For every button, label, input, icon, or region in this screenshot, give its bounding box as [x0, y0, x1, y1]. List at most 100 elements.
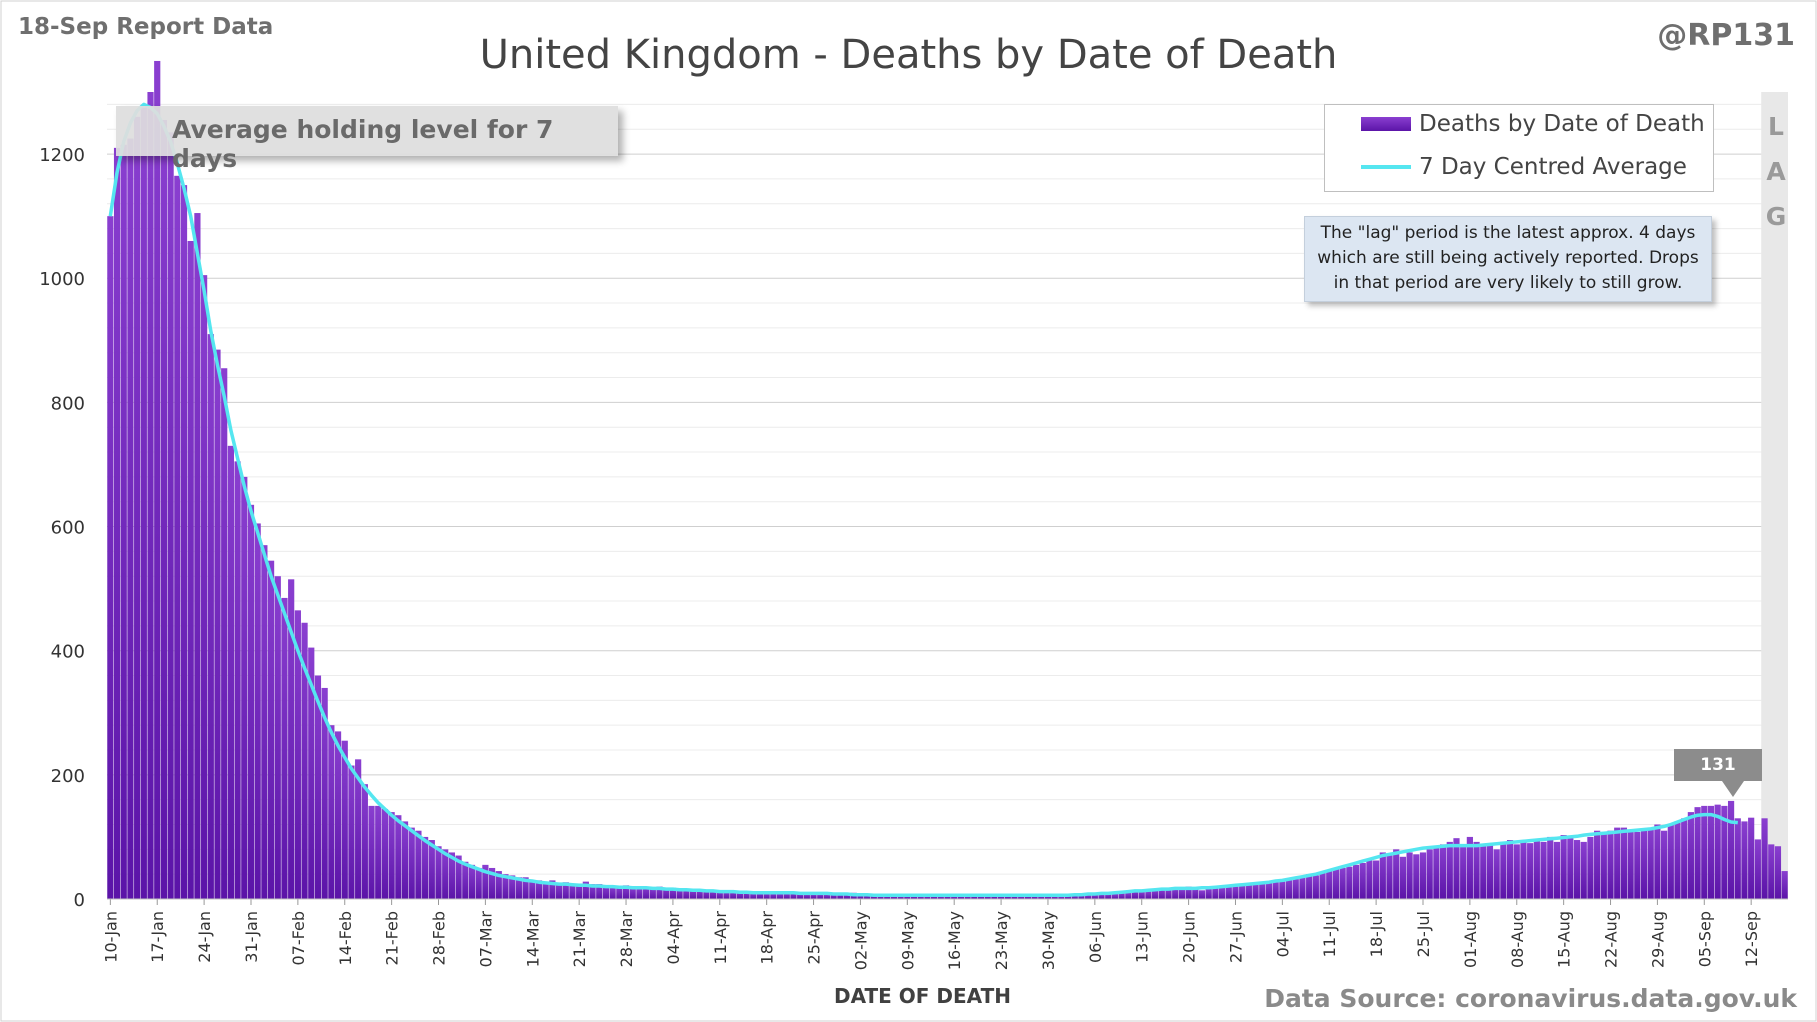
- bar: [274, 576, 281, 899]
- bar: [1527, 843, 1534, 899]
- bar: [1105, 893, 1112, 899]
- bar: [924, 895, 931, 899]
- bar: [1607, 830, 1614, 899]
- bar: [1145, 891, 1152, 899]
- bar: [1600, 833, 1607, 899]
- bar: [1024, 895, 1031, 899]
- x-tick-label: 02-May: [851, 911, 870, 970]
- x-tick-label: 12-Sep: [1742, 911, 1761, 967]
- bar: [1774, 846, 1782, 899]
- average-line: [108, 102, 1738, 898]
- lag-note-line: which are still being actively reported.…: [1317, 248, 1699, 268]
- bar: [154, 60, 161, 899]
- bar: [616, 886, 623, 899]
- bar: [455, 855, 462, 899]
- bar: [301, 622, 308, 899]
- data-source: Data Source: coronavirus.data.gov.uk: [1264, 984, 1797, 1013]
- x-tick-label: 20-Jun: [1180, 911, 1199, 963]
- bar: [1640, 829, 1648, 899]
- bar: [1185, 886, 1192, 899]
- bar: [1285, 880, 1293, 899]
- bar: [107, 216, 114, 900]
- bar: [515, 877, 522, 899]
- bar: [830, 893, 837, 899]
- latest-average-callout: 131: [1674, 749, 1762, 781]
- bar: [977, 895, 985, 899]
- bar: [542, 881, 549, 899]
- bar: [408, 827, 415, 899]
- bar: [984, 895, 991, 899]
- bar: [957, 895, 964, 899]
- bar: [622, 885, 630, 899]
- x-tick-label: 11-Jul: [1320, 911, 1339, 957]
- bar: [1419, 852, 1427, 899]
- bar: [234, 461, 241, 899]
- bar: [1131, 890, 1139, 899]
- bar: [1085, 895, 1092, 899]
- gridlines: [107, 103, 1788, 875]
- bar: [1044, 895, 1052, 899]
- bar: [877, 895, 884, 899]
- bar: [140, 107, 147, 900]
- bar: [535, 880, 543, 899]
- bar: [1627, 830, 1634, 899]
- bar: [743, 892, 750, 899]
- y-axis-ticks: 0 200 400 600 800 1000 1200: [39, 145, 85, 911]
- bar: [1051, 895, 1058, 899]
- legend-line-label: 7 Day Centred Average: [1419, 154, 1687, 180]
- bar: [1687, 812, 1694, 899]
- bar: [1466, 836, 1473, 899]
- bar: [629, 887, 636, 899]
- bar: [488, 867, 496, 899]
- bar: [174, 175, 181, 900]
- bar: [1178, 888, 1186, 899]
- bar: [127, 138, 134, 900]
- bar: [529, 880, 536, 899]
- bar: [341, 740, 348, 899]
- bar: [676, 888, 683, 899]
- bar: [1533, 840, 1540, 899]
- chart-title: United Kingdom - Deaths by Date of Death: [479, 32, 1338, 78]
- author-handle: @RP131: [1657, 18, 1795, 53]
- bar: [1768, 844, 1775, 899]
- x-axis-ticks: 10-Jan 17-Jan 24-Jan 31-Jan 07-Feb 14-Feb 21-F…: [101, 899, 1761, 970]
- bar: [1614, 827, 1621, 899]
- bar: [1011, 895, 1018, 899]
- bar: [810, 892, 817, 899]
- bar: [823, 894, 831, 899]
- y-tick-label: 1200: [39, 145, 85, 166]
- bar: [1580, 841, 1587, 899]
- bar: [388, 812, 395, 899]
- bar: [1232, 886, 1239, 899]
- bar: [1513, 844, 1520, 899]
- bar: [435, 846, 442, 899]
- bar: [1373, 860, 1380, 899]
- bar: [448, 852, 456, 899]
- bar: [1413, 854, 1420, 899]
- bar: [194, 213, 201, 900]
- bar: [281, 597, 288, 899]
- bar: [797, 892, 804, 899]
- bar: [381, 808, 389, 899]
- bar: [596, 884, 603, 899]
- bar: [589, 884, 596, 899]
- bar: [609, 886, 616, 899]
- bar: [1781, 871, 1788, 899]
- bar: [1299, 877, 1306, 899]
- bar: [1721, 805, 1728, 899]
- bar: [1098, 894, 1105, 899]
- bar: [1748, 817, 1755, 899]
- bar: [1634, 831, 1641, 899]
- bar: [1058, 896, 1065, 899]
- x-tick-label: 07-Mar: [476, 911, 495, 968]
- legend-line-swatch: [1361, 165, 1411, 169]
- bar: [1165, 889, 1172, 899]
- x-tick-label: 18-Apr: [758, 911, 777, 965]
- y-tick-label: 800: [51, 393, 85, 414]
- bar: [602, 885, 610, 899]
- bar: [1306, 874, 1313, 899]
- bar: [763, 892, 770, 899]
- bar: [227, 445, 234, 899]
- y-tick-label: 600: [51, 518, 85, 539]
- bar: [1158, 889, 1165, 899]
